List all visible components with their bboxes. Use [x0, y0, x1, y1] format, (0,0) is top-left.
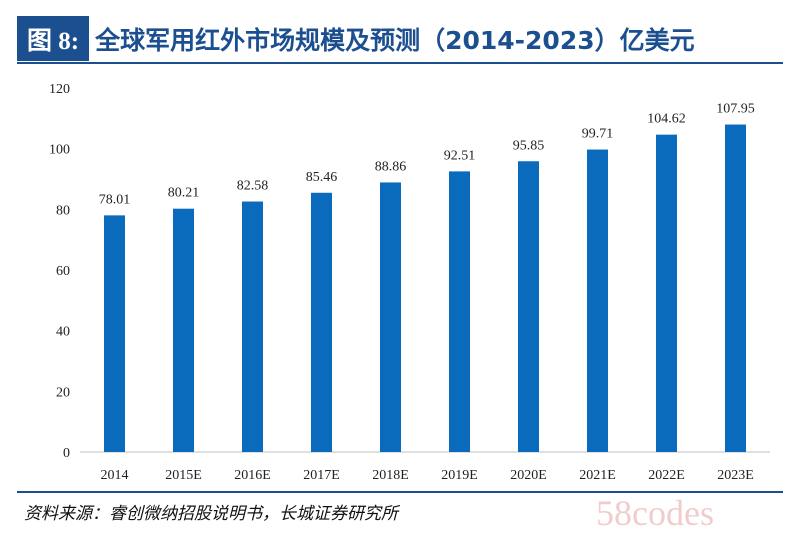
- x-tick-label: 2018E: [372, 468, 409, 483]
- footer-rule: [17, 491, 783, 493]
- y-tick-label: 100: [49, 143, 70, 158]
- header-rule: [17, 62, 783, 64]
- data-label: 85.46: [306, 170, 338, 185]
- bar: [380, 182, 401, 452]
- figure-label: 图 8:: [17, 16, 90, 61]
- bar: [725, 124, 746, 452]
- x-tick-label: 2022E: [648, 468, 685, 483]
- bar: [104, 215, 125, 452]
- x-tick-label: 2015E: [165, 468, 202, 483]
- bar: [587, 149, 608, 452]
- bar: [518, 161, 539, 452]
- y-tick-label: 20: [56, 385, 70, 400]
- x-tick-label: 2014: [101, 468, 129, 483]
- x-tick-label: 2020E: [510, 468, 547, 483]
- x-tick-label: 2019E: [441, 468, 478, 483]
- data-label: 104.62: [647, 112, 686, 127]
- x-tick-label: 2023E: [717, 468, 754, 483]
- y-tick-label: 40: [56, 325, 70, 340]
- y-tick-label: 60: [56, 264, 70, 279]
- bar: [449, 171, 470, 452]
- bar: [173, 208, 194, 452]
- y-tick-label: 80: [56, 203, 70, 218]
- y-tick-label: 0: [63, 446, 70, 461]
- data-label: 80.21: [168, 186, 200, 201]
- data-label: 82.58: [237, 179, 269, 194]
- y-tick-label: 120: [49, 82, 70, 97]
- data-label: 78.01: [99, 192, 131, 207]
- data-label: 95.85: [513, 138, 545, 153]
- bar: [311, 192, 332, 452]
- x-tick-label: 2021E: [579, 468, 616, 483]
- x-tick-label: 2017E: [303, 468, 340, 483]
- data-label: 88.86: [375, 159, 407, 174]
- data-label: 99.71: [582, 127, 614, 142]
- bar: [656, 134, 677, 453]
- data-label: 107.95: [716, 102, 755, 117]
- watermark: 58codes: [596, 493, 714, 533]
- figure-header: 图 8: 全球军用红外市场规模及预测（2014-2023）亿美元: [17, 16, 783, 61]
- chart-title: 全球军用红外市场规模及预测（2014-2023）亿美元: [95, 25, 695, 55]
- x-tick-label: 2016E: [234, 468, 271, 483]
- source-note: 资料来源：睿创微纳招股说明书，长城证券研究所: [24, 504, 398, 524]
- bar: [242, 201, 263, 452]
- data-label: 92.51: [444, 148, 476, 163]
